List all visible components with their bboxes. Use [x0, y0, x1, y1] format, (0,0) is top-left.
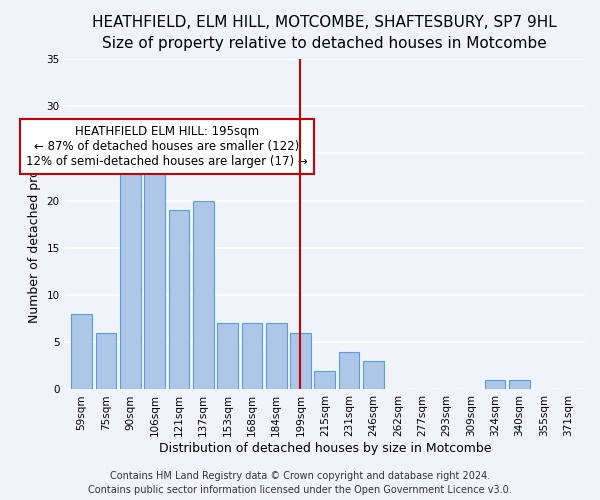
Bar — [169, 210, 189, 390]
Bar — [363, 361, 384, 390]
Bar — [242, 324, 262, 390]
Title: HEATHFIELD, ELM HILL, MOTCOMBE, SHAFTESBURY, SP7 9HL
Size of property relative t: HEATHFIELD, ELM HILL, MOTCOMBE, SHAFTESB… — [92, 15, 557, 51]
X-axis label: Distribution of detached houses by size in Motcombe: Distribution of detached houses by size … — [158, 442, 491, 455]
Bar — [339, 352, 359, 390]
Bar — [290, 333, 311, 390]
Text: Contains HM Land Registry data © Crown copyright and database right 2024.
Contai: Contains HM Land Registry data © Crown c… — [88, 471, 512, 495]
Bar — [314, 370, 335, 390]
Text: HEATHFIELD ELM HILL: 195sqm
← 87% of detached houses are smaller (122)
12% of se: HEATHFIELD ELM HILL: 195sqm ← 87% of det… — [26, 125, 308, 168]
Bar — [217, 324, 238, 390]
Bar — [193, 200, 214, 390]
Bar — [266, 324, 287, 390]
Y-axis label: Number of detached properties: Number of detached properties — [28, 126, 41, 323]
Bar — [71, 314, 92, 390]
Bar — [95, 333, 116, 390]
Bar — [509, 380, 530, 390]
Bar — [144, 134, 165, 390]
Bar — [120, 172, 140, 390]
Bar — [485, 380, 505, 390]
